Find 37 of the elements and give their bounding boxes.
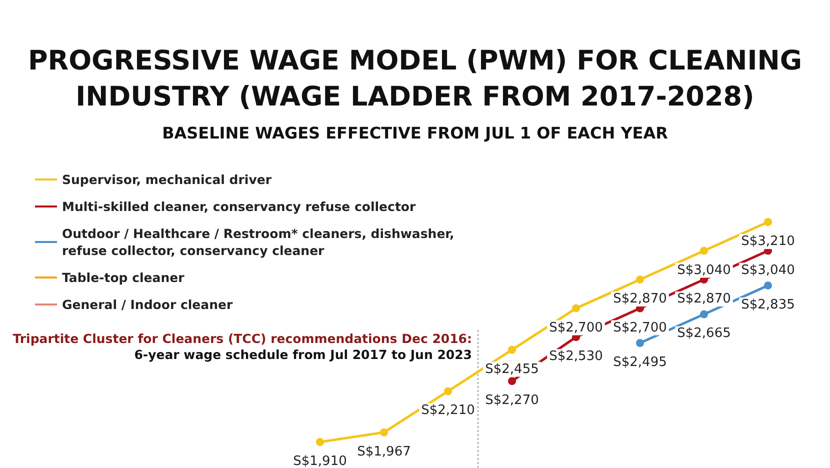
data-label: S$2,870 (677, 292, 731, 307)
point (764, 218, 772, 226)
data-label: S$2,270 (485, 393, 539, 408)
data-label: S$1,967 (357, 444, 411, 460)
data-label: S$1,910 (293, 454, 347, 468)
chart-subtitle: BASELINE WAGES EFFECTIVE FROM JUL 1 OF EACH YEAR (162, 124, 668, 142)
point (444, 387, 452, 396)
data-label: S$3,040 (677, 262, 731, 278)
point (764, 281, 772, 290)
point (508, 346, 516, 354)
point (316, 438, 324, 446)
data-label: S$2,495 (613, 355, 667, 370)
data-label: S$2,700 (613, 320, 667, 336)
data-label: S$2,665 (677, 326, 731, 342)
annotation: Tripartite Cluster for Cleaners (TCC) recommendations Dec 2016: (12, 331, 472, 346)
data-label: S$3,040 (741, 262, 795, 278)
data-label: S$2,700 (549, 320, 603, 336)
data-label: S$2,210 (421, 403, 475, 418)
chart-title: PROGRESSIVE WAGE MODEL (PWM) FOR CLEANING INDUSTRY (WAGE LADDER FROM 2017-2028) (28, 46, 802, 112)
legend-label: Supervisor, mechanical driver (62, 172, 272, 187)
legend-label: Table-top cleaner (62, 270, 186, 285)
data-label: S$2,455 (485, 362, 539, 377)
point (380, 428, 388, 436)
data-label: S$2,835 (741, 297, 795, 312)
data-label: S$3,210 (741, 234, 795, 249)
point (508, 377, 516, 386)
point (636, 339, 644, 347)
point (700, 310, 708, 318)
data-label: S$2,530 (549, 349, 603, 364)
point (700, 246, 708, 255)
legend-label: General / Indoor cleaner (62, 297, 234, 312)
point (636, 276, 644, 284)
data-label: S$2,870 (613, 292, 667, 307)
legend-label: Outdoor / Healthcare / Restroom* cleaners, dishwasher, refuse collector, conservancy cleaner (62, 226, 454, 258)
legend-label: Multi-skilled cleaner, conservancy refuse collector (62, 199, 417, 214)
point (572, 304, 580, 312)
annotation: 6-year wage schedule from Jul 2017 to Jun 2023 (134, 347, 472, 362)
